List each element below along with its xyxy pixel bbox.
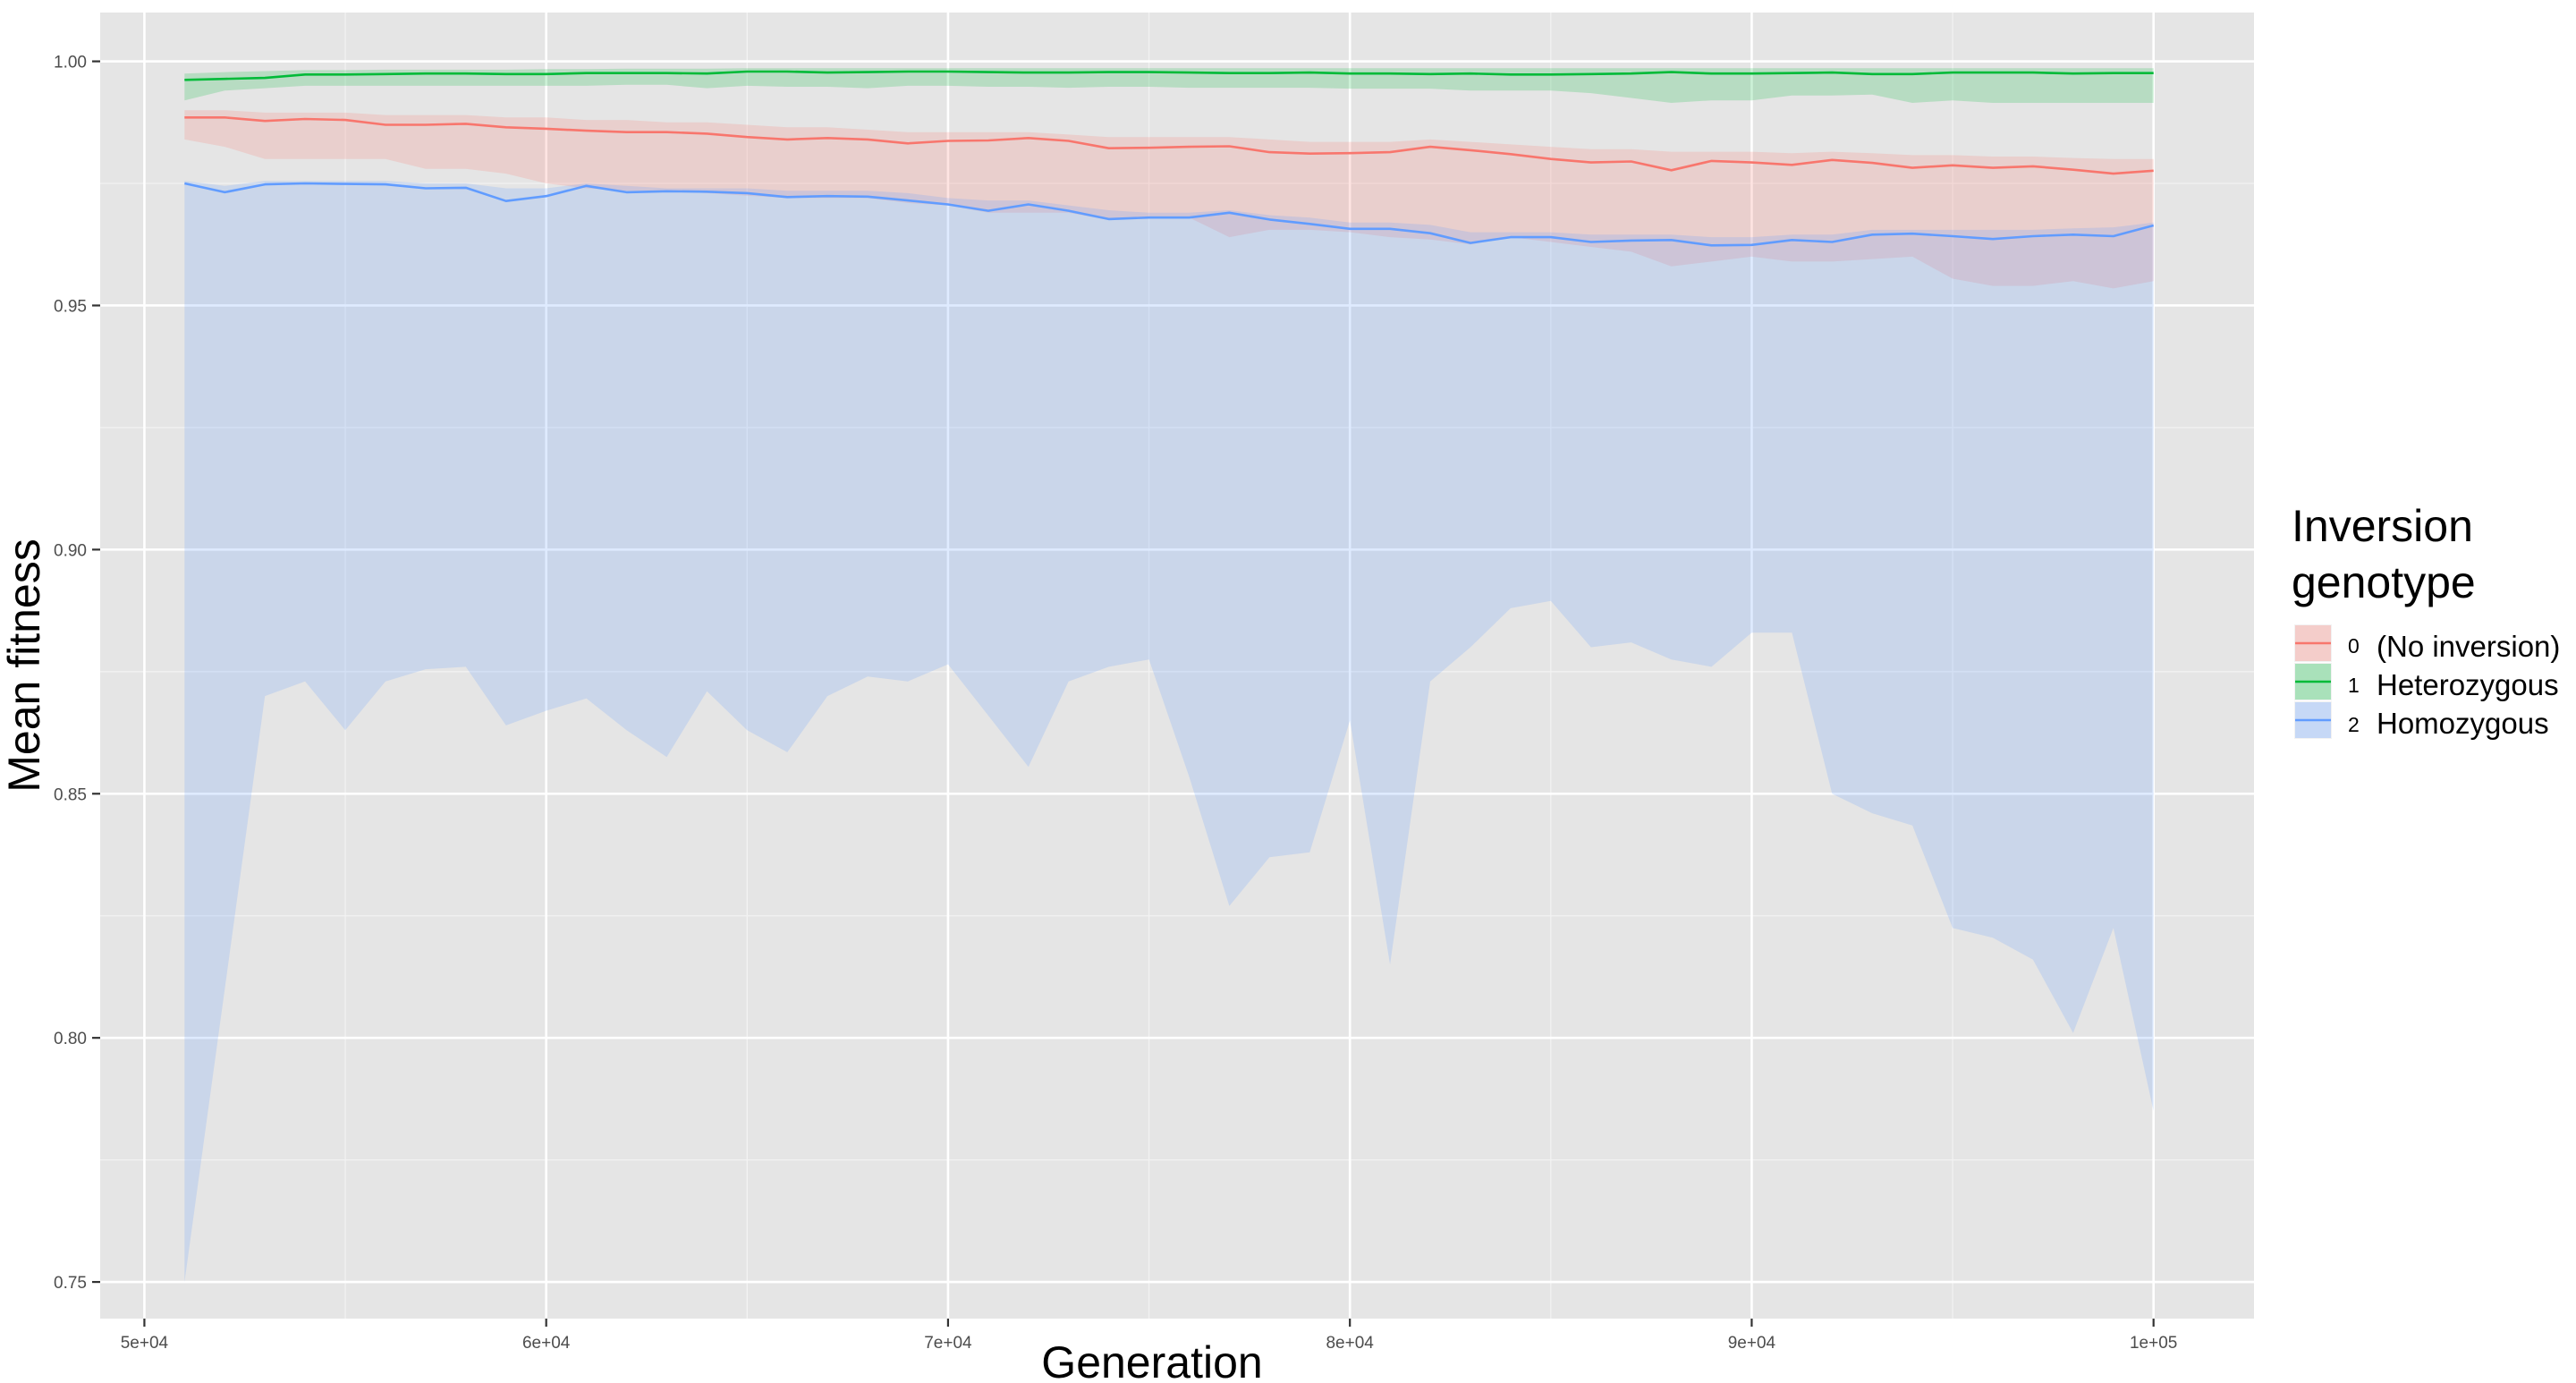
x-tick-label: 8e+04: [1326, 1334, 1374, 1353]
legend-label-0: (No inversion): [2377, 630, 2560, 663]
x-tick-label: 6e+04: [522, 1334, 571, 1353]
x-tick-label: 9e+04: [1728, 1334, 1776, 1353]
confidence-ribbons: [184, 68, 2154, 1283]
plot-panel: [100, 13, 2254, 1319]
legend-code-2: 2: [2348, 713, 2360, 736]
legend-keys: [2294, 624, 2332, 739]
legend-label-2: Homozygous: [2377, 707, 2549, 740]
y-tick-label: 0.90: [54, 541, 87, 560]
y-tick-label: 0.75: [54, 1274, 87, 1293]
y-axis-title: Mean fitness: [0, 539, 49, 792]
x-tick-label: 7e+04: [924, 1334, 972, 1353]
x-tick-label: 5e+04: [121, 1334, 169, 1353]
axes: 5e+04 6e+04 7e+04 8e+04 9e+04 1e+05 0.75 0.80 0.…: [54, 54, 2177, 1353]
ribbon-series-0: [184, 110, 2154, 289]
y-tick-label: 1.00: [54, 54, 87, 72]
y-tick-label: 0.95: [54, 297, 87, 316]
legend-title-line-1: Inversion: [2292, 501, 2473, 551]
ribbon-series-1: [184, 68, 2154, 103]
x-tick-label: 1e+05: [2130, 1334, 2177, 1353]
y-tick-label: 0.80: [54, 1030, 87, 1048]
grid-lines: [100, 13, 2254, 1319]
x-axis-title: Generation: [1041, 1337, 1262, 1383]
y-tick-label: 0.85: [54, 785, 87, 804]
legend-label-1: Heterozygous: [2377, 668, 2559, 701]
series-lines: [184, 70, 2155, 247]
line-series-1: [184, 70, 2154, 81]
line-series-0: [184, 116, 2154, 175]
line-series-2: [184, 182, 2155, 247]
legend: Inversion genotype 0 (No inversion) 1 He…: [2292, 501, 2560, 740]
legend-code-1: 1: [2348, 674, 2360, 697]
legend-code-0: 0: [2348, 634, 2360, 658]
ribbon-series-2: [184, 181, 2154, 1283]
legend-title-line-2: genotype: [2292, 557, 2476, 607]
